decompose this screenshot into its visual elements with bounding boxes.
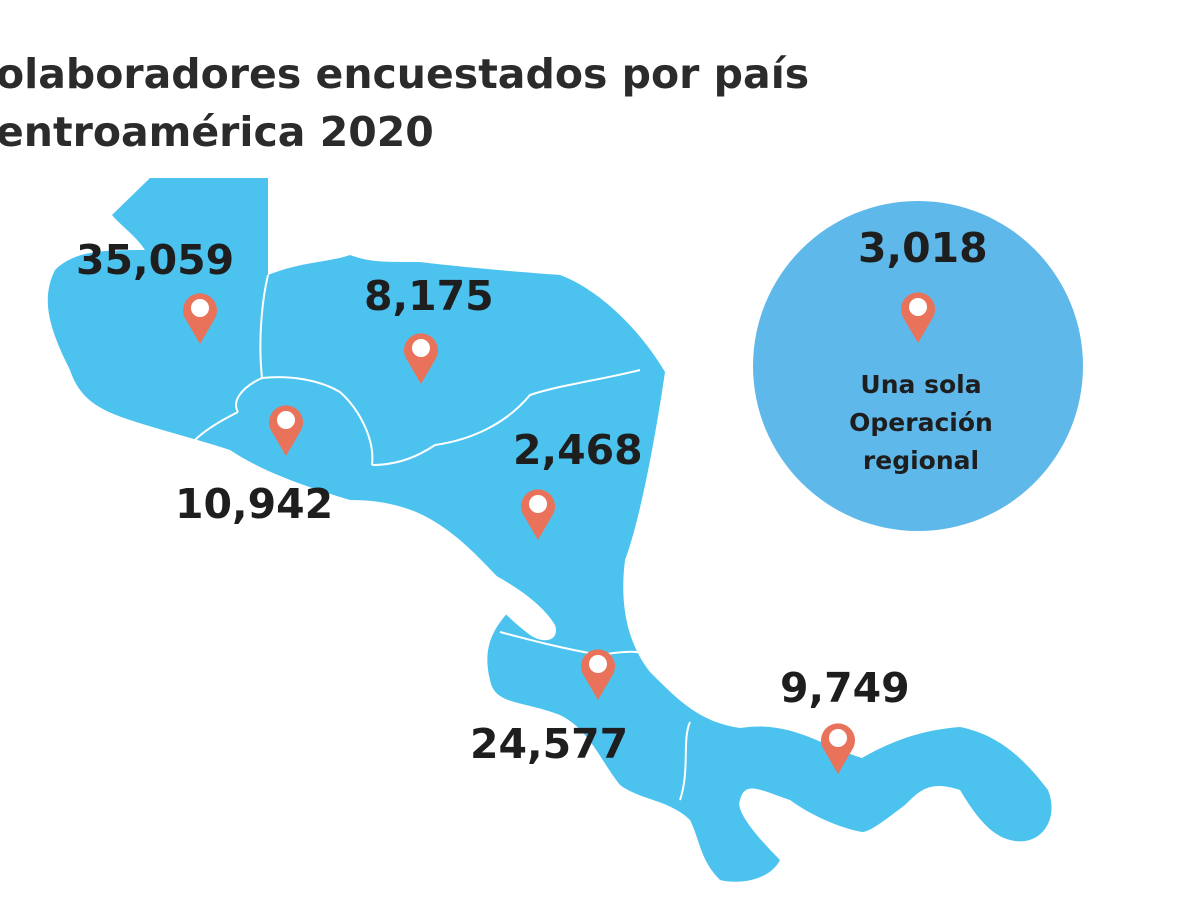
chart-title-line-2: entroamérica 2020 xyxy=(0,108,434,156)
regional-caption-line-1: Una sola xyxy=(860,370,982,399)
location-pin-icon-el-salvador xyxy=(269,405,303,456)
regional-caption-line-2: Operación xyxy=(849,408,993,437)
count-el-salvador: 10,942 xyxy=(175,480,334,528)
count-regional: 3,018 xyxy=(858,224,988,272)
location-pin-icon-regional xyxy=(901,292,935,343)
regional-caption-line-3: regional xyxy=(862,446,980,475)
location-pin-icon-costa-rica xyxy=(581,649,615,700)
count-nicaragua: 2,468 xyxy=(513,426,643,474)
chart-title-line-1: olaboradores encuestados por país xyxy=(0,50,810,98)
location-pin-icon-guatemala xyxy=(183,293,217,344)
central-america-landmass xyxy=(47,178,1052,882)
regional-operation-circle xyxy=(753,201,1083,531)
count-costa-rica: 24,577 xyxy=(470,720,629,768)
lake-nicaragua xyxy=(479,568,556,641)
regional-caption: Una sola Operación regional xyxy=(806,366,1036,480)
location-pin-icon-honduras xyxy=(404,333,438,384)
count-guatemala: 35,059 xyxy=(76,236,235,284)
location-pin-icon-nicaragua xyxy=(521,489,555,540)
country-border-lines xyxy=(194,274,691,801)
location-pin-icon-panama xyxy=(821,723,855,774)
count-honduras: 8,175 xyxy=(364,272,494,320)
count-panama: 9,749 xyxy=(780,664,910,712)
